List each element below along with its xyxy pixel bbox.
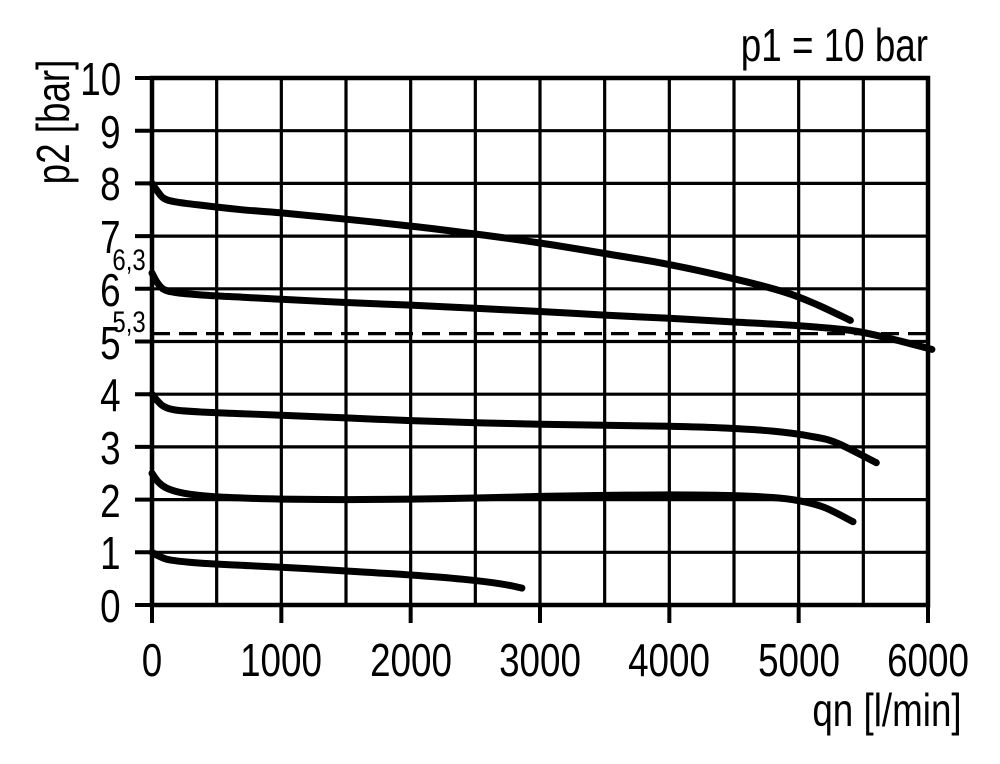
plot-border xyxy=(149,75,931,608)
y-tick-label: 8 xyxy=(100,158,121,211)
curve-setting-6.3-bar xyxy=(148,269,936,353)
axis-ticks xyxy=(135,76,930,623)
y-tick-label: 10 xyxy=(80,53,121,105)
y-tick-label: 5 xyxy=(100,316,121,369)
y-extra-label-5-3: 5,3 xyxy=(112,306,146,339)
y-tick-label: 3 xyxy=(100,421,121,474)
y-tick-label: 2 xyxy=(100,474,121,527)
curve-setting-1-bar xyxy=(148,548,526,592)
x-tick-label: 2000 xyxy=(369,634,452,686)
y-tick-label: 9 xyxy=(100,105,121,158)
y-tick-label: 6 xyxy=(100,263,121,316)
curve-setting-8-bar xyxy=(148,179,854,324)
x-tick-label: 5000 xyxy=(757,634,840,686)
x-tick-label: 1000 xyxy=(240,634,323,686)
chart-title: p1 = 10 bar xyxy=(740,19,928,71)
y-tick-label: 4 xyxy=(100,369,121,422)
x-tick-label: 4000 xyxy=(628,634,711,686)
curve-setting-2.5-bar xyxy=(148,469,857,526)
x-tick-label: 6000 xyxy=(887,634,969,686)
y-tick-label: 1 xyxy=(100,527,121,580)
y-extra-label-6-3: 6,3 xyxy=(112,244,146,277)
curve-setting-4-bar xyxy=(148,390,880,467)
y-tick-label: 7 xyxy=(100,211,121,264)
y-tick-label: 0 xyxy=(100,580,121,632)
curves xyxy=(148,179,936,592)
x-tick-label: 3000 xyxy=(499,634,581,686)
grid-lines xyxy=(150,76,930,607)
x-tick-label: 0 xyxy=(141,634,163,686)
x-axis-title: qn [l/min] xyxy=(812,684,962,736)
